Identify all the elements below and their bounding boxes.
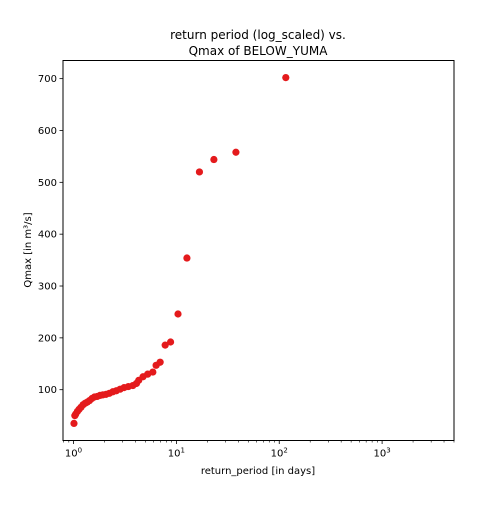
y-tick-label: 700 [38,74,57,85]
plot-area-frame [62,60,455,441]
x-tick-label: 103 [374,447,391,460]
data-point [195,168,204,176]
data-point [282,74,290,82]
y-tick-label: 100 [38,385,57,396]
data-point [156,358,164,366]
x-tick-label: 102 [271,447,288,460]
data-points [70,74,290,427]
chart-title-line2: Qmax of BELOW_YUMA [189,44,329,58]
y-tick-label: 300 [38,282,57,293]
data-point [166,338,175,346]
y-axis-ticks: 100 200 300 400 500 600 700 [38,74,63,396]
x-tick-label: 100 [65,447,82,460]
x-axis-ticks: 100 101 102 103 [63,440,455,460]
chart-title-line1: return period (log_scaled) vs. [170,28,346,42]
data-point [174,310,182,318]
y-tick-label: 200 [38,333,57,344]
x-tick-label: 101 [168,447,185,460]
data-point [232,148,240,156]
y-tick-label: 500 [38,178,57,189]
data-point [149,368,157,376]
y-tick-label: 600 [38,126,57,137]
data-point [70,419,78,427]
data-point [210,155,218,164]
y-tick-label: 400 [38,230,57,241]
data-point [183,254,191,262]
y-axis-label: Qmax [in m³/s] [23,212,34,287]
data-point [161,341,169,349]
x-axis-label: return_period [in days] [201,466,315,477]
